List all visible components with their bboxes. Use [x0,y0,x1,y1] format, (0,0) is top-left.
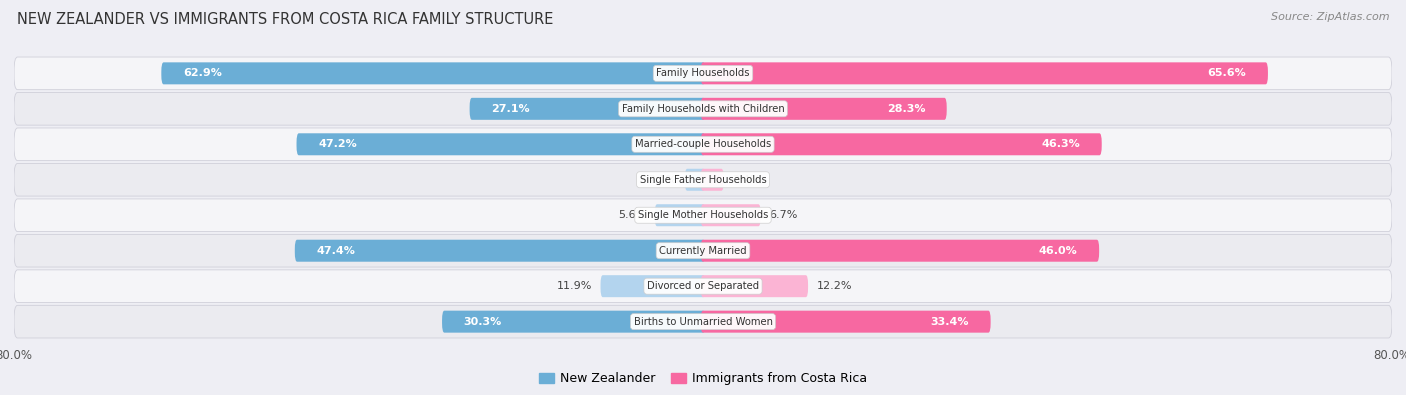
Text: 65.6%: 65.6% [1208,68,1246,78]
Text: Married-couple Households: Married-couple Households [636,139,770,149]
Text: 30.3%: 30.3% [464,317,502,327]
Text: 46.3%: 46.3% [1042,139,1080,149]
Text: 46.0%: 46.0% [1039,246,1077,256]
FancyBboxPatch shape [700,62,1268,85]
Text: NEW ZEALANDER VS IMMIGRANTS FROM COSTA RICA FAMILY STRUCTURE: NEW ZEALANDER VS IMMIGRANTS FROM COSTA R… [17,12,553,27]
Text: 2.1%: 2.1% [648,175,676,185]
Text: 12.2%: 12.2% [817,281,852,291]
Text: Divorced or Separated: Divorced or Separated [647,281,759,291]
Text: Source: ZipAtlas.com: Source: ZipAtlas.com [1271,12,1389,22]
FancyBboxPatch shape [700,240,1099,262]
FancyBboxPatch shape [162,62,706,85]
FancyBboxPatch shape [600,275,706,297]
Text: 5.6%: 5.6% [617,210,647,220]
FancyBboxPatch shape [685,169,706,191]
FancyBboxPatch shape [700,275,808,297]
Text: 62.9%: 62.9% [183,68,222,78]
Text: 33.4%: 33.4% [931,317,969,327]
FancyBboxPatch shape [297,133,706,155]
Text: Single Father Households: Single Father Households [640,175,766,185]
FancyBboxPatch shape [14,234,1392,267]
Text: 11.9%: 11.9% [557,281,592,291]
Legend: New Zealander, Immigrants from Costa Rica: New Zealander, Immigrants from Costa Ric… [534,367,872,390]
Text: 6.7%: 6.7% [769,210,797,220]
Text: Births to Unmarried Women: Births to Unmarried Women [634,317,772,327]
Text: Currently Married: Currently Married [659,246,747,256]
Text: 27.1%: 27.1% [491,104,530,114]
FancyBboxPatch shape [14,199,1392,231]
FancyBboxPatch shape [295,240,706,262]
FancyBboxPatch shape [14,57,1392,90]
FancyBboxPatch shape [700,204,761,226]
Text: 2.4%: 2.4% [733,175,761,185]
FancyBboxPatch shape [655,204,706,226]
FancyBboxPatch shape [700,310,991,333]
Text: Family Households with Children: Family Households with Children [621,104,785,114]
FancyBboxPatch shape [441,310,706,333]
FancyBboxPatch shape [14,305,1392,338]
Text: 47.2%: 47.2% [318,139,357,149]
FancyBboxPatch shape [700,133,1102,155]
FancyBboxPatch shape [700,98,946,120]
FancyBboxPatch shape [470,98,706,120]
Text: 47.4%: 47.4% [316,246,356,256]
FancyBboxPatch shape [700,169,724,191]
Text: Family Households: Family Households [657,68,749,78]
FancyBboxPatch shape [14,270,1392,303]
FancyBboxPatch shape [14,92,1392,125]
Text: 28.3%: 28.3% [887,104,925,114]
FancyBboxPatch shape [14,128,1392,161]
FancyBboxPatch shape [14,164,1392,196]
Text: Single Mother Households: Single Mother Households [638,210,768,220]
